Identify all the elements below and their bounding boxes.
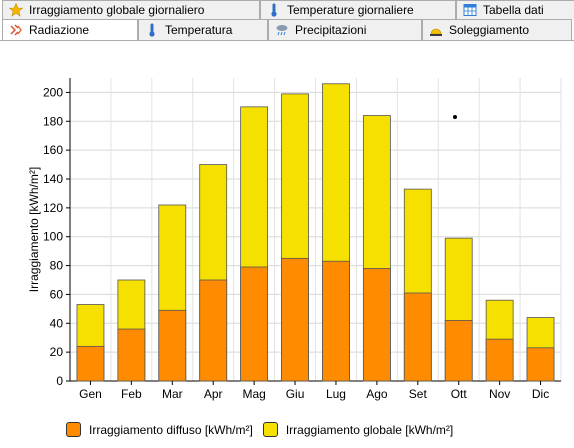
tab-irraggiamento-globale-giornaliero[interactable]: Irraggiamento globale giornaliero [2,0,260,19]
y-tick-label: 200 [43,85,63,99]
chart-legend: Irraggiamento diffuso [kWh/m²] Irraggiam… [66,422,463,437]
top-tab-row: Irraggiamento globale giornaliero Temper… [2,0,574,19]
thermometer-icon [271,3,277,17]
y-tick-label: 40 [50,316,64,330]
tab-label: Temperature giornaliere [287,3,414,17]
tab-temperatura[interactable]: Temperatura [138,19,268,40]
x-tick-label: Mar [162,387,183,401]
x-tick-label: Mag [242,387,265,401]
y-tick-label: 180 [43,114,63,128]
x-tick-label: Giu [286,387,305,401]
x-tick-label: Nov [489,387,510,401]
x-tick-label: Apr [204,387,223,401]
y-tick-label: 0 [56,374,63,388]
tab-radiazione[interactable]: Radiazione [2,19,138,40]
radiation-icon [10,24,22,36]
bar-diffuso [322,260,350,382]
legend-label: Irraggiamento diffuso [kWh/m²] [89,422,253,437]
x-tick-label: Dic [532,387,549,401]
tab-label: Temperatura [165,23,233,37]
bar-diffuso [240,266,269,382]
star-icon [9,3,23,17]
tab-temperature-giornaliere[interactable]: Temperature giornaliere [260,0,456,19]
tab-tabella-dati[interactable]: Tabella dati [456,0,574,19]
tab-label: Soleggiamento [449,23,530,37]
y-tick-label: 80 [50,259,64,273]
bar-diffuso [158,309,187,382]
tab-label: Tabella dati [483,3,544,17]
bar-diffuso [444,319,473,382]
legend-swatch-diffuso [66,422,81,437]
sunrise-icon [430,28,442,36]
bar-diffuso [362,268,391,382]
bar-diffuso [526,347,555,382]
x-tick-label: Ago [366,387,388,401]
bottom-tab-row: Radiazione Temperatura Precipitazioni So… [2,19,572,40]
y-tick-label: 100 [43,230,63,244]
legend-item-diffuso: Irraggiamento diffuso [kWh/m²] [66,422,253,437]
legend-swatch-globale [262,422,278,437]
tab-label: Radiazione [29,23,90,37]
rain-cloud-icon [276,25,288,36]
bar-diffuso [76,345,105,382]
bar-diffuso [117,328,146,382]
x-tick-label: Gen [79,387,102,401]
y-tick-label: 160 [43,143,63,157]
y-axis-title: Irraggiamento [kWh/m²] [27,167,41,292]
bar-diffuso [281,257,309,382]
x-tick-label: Set [409,387,428,401]
x-tick-label: Ott [451,387,468,401]
y-tick-label: 120 [43,201,63,215]
x-tick-label: Lug [326,387,346,401]
radiation-bar-chart: 0 20 40 60 80 100 120 140 160 180 200 Gen Feb Mar Apr M… [27,78,562,401]
bar-diffuso [403,292,432,382]
cursor-dot [453,115,457,119]
bar-diffuso [485,338,514,382]
tab-soleggiamento[interactable]: Soleggiamento [422,19,572,40]
y-tick-label: 20 [50,345,64,359]
thermometer-icon [149,23,155,37]
bar-diffuso [199,279,228,382]
x-tick-label: Feb [121,387,142,401]
tab-precipitazioni[interactable]: Precipitazioni [268,19,422,40]
legend-label: Irraggiamento globale [kWh/m²] [285,422,454,437]
table-icon [463,4,477,16]
y-tick-label: 60 [50,287,64,301]
y-tick-label: 140 [43,172,63,186]
tab-label: Irraggiamento globale giornaliero [29,3,205,17]
tab-label: Precipitazioni [295,23,367,37]
legend-item-globale: Irraggiamento globale [kWh/m²] [262,422,454,437]
